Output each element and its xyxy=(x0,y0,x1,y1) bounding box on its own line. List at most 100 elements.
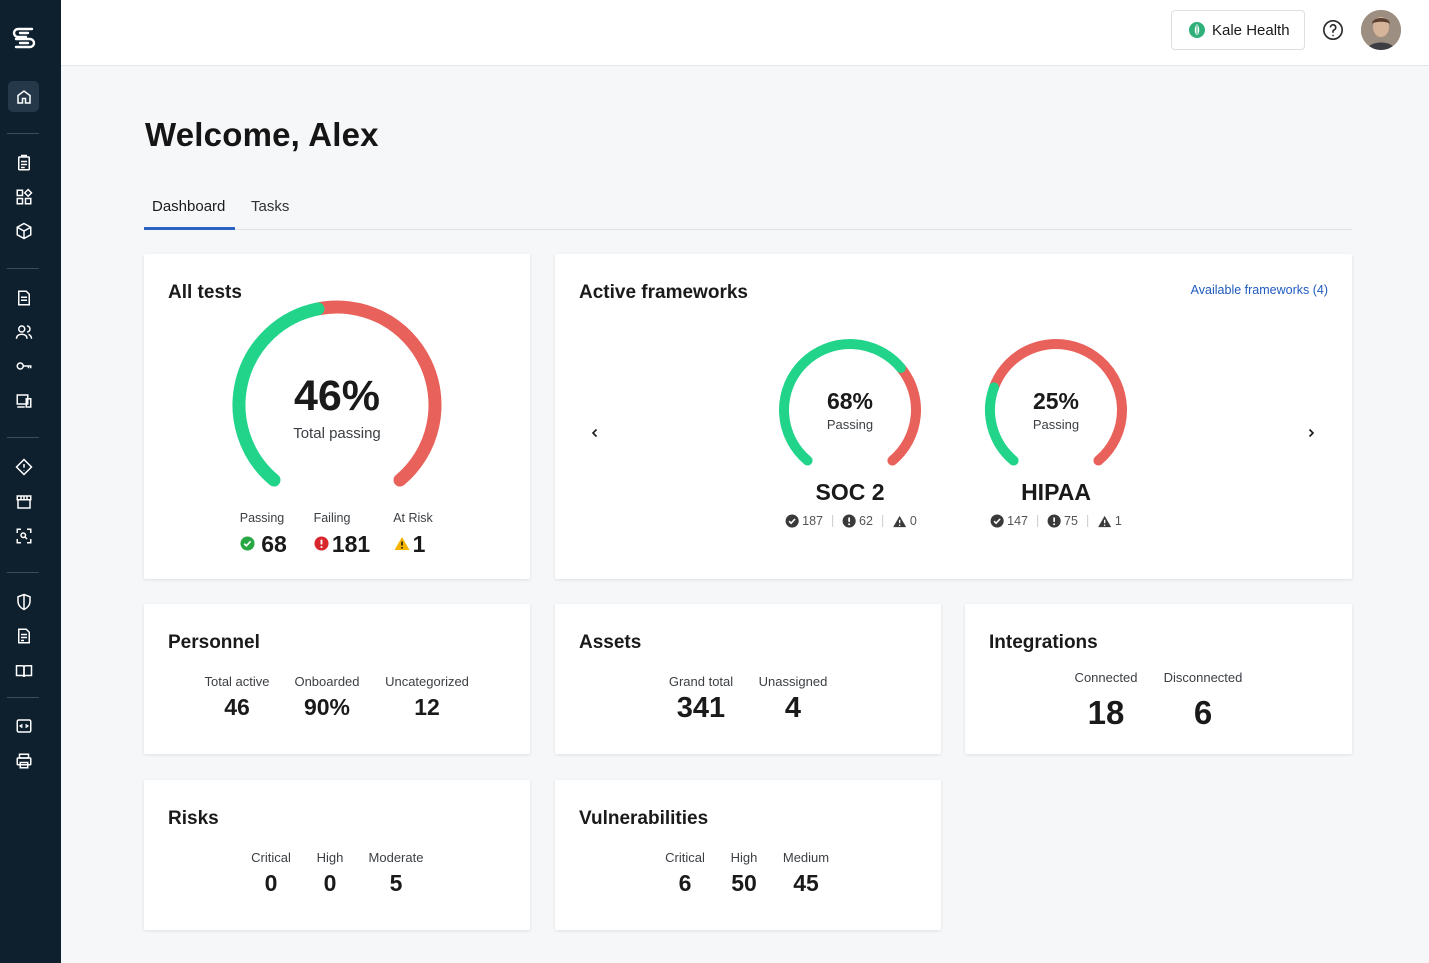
clipboard-icon xyxy=(17,154,30,170)
soc2-passing-arc xyxy=(779,339,906,466)
failing-count: 181 xyxy=(331,531,371,557)
nav-home[interactable] xyxy=(8,81,39,112)
warning-icon xyxy=(1097,515,1111,527)
home-icon xyxy=(16,89,31,104)
soc2-failing-arc xyxy=(887,362,921,466)
framework-name: SOC 2 xyxy=(815,479,885,505)
chevron-left-icon[interactable] xyxy=(588,426,602,440)
risk-count: 0 xyxy=(909,514,917,528)
framework-percent: 25% xyxy=(1032,388,1080,414)
printer-icon xyxy=(16,753,31,768)
cube-icon xyxy=(16,222,31,239)
framework-percent: 68% xyxy=(826,388,874,414)
stat-label: Critical xyxy=(665,850,705,865)
stat-label: Critical xyxy=(251,850,291,865)
document-icon xyxy=(17,290,30,305)
tab-bar: Dashboard Tasks xyxy=(144,188,1352,230)
assets-card[interactable]: Assets Grand total 341 Unassigned 4 xyxy=(555,604,941,754)
hipaa-passing-arc xyxy=(985,382,1019,466)
nav-documents[interactable] xyxy=(8,282,39,313)
available-frameworks-link[interactable]: Available frameworks (4) xyxy=(1190,283,1328,297)
framework-stats: 187 62 0 xyxy=(785,514,917,528)
passed-count: 147 xyxy=(1007,514,1028,528)
nav-vendors[interactable] xyxy=(8,486,39,517)
nav-developer[interactable] xyxy=(8,710,39,741)
stat-label: Disconnected xyxy=(1163,670,1243,685)
stat-value: 90% xyxy=(303,694,351,720)
nav-frameworks[interactable] xyxy=(8,451,39,482)
card-title: Active frameworks xyxy=(579,282,748,303)
nav-devices[interactable] xyxy=(8,385,39,416)
personnel-card[interactable]: Personnel Total active 46 Onboarded 90% … xyxy=(144,604,530,754)
nav-apps[interactable] xyxy=(8,181,39,212)
chevron-right-icon[interactable] xyxy=(1304,426,1318,440)
active-tab-indicator xyxy=(144,227,235,230)
stat-label: Onboarded xyxy=(294,674,360,689)
passing-label: Passing xyxy=(239,511,285,525)
check-circle-icon xyxy=(785,514,799,528)
integrations-card[interactable]: Integrations Connected 18 Disconnected 6 xyxy=(965,604,1352,754)
stat-value: 12 xyxy=(414,694,440,720)
hipaa-failing-arc xyxy=(988,339,1127,466)
code-icon xyxy=(16,718,31,733)
nav-reports[interactable] xyxy=(8,745,39,776)
all-tests-gauge xyxy=(232,300,442,487)
passed-count: 187 xyxy=(802,514,823,528)
diamond-icon xyxy=(14,457,33,476)
check-circle-icon xyxy=(240,536,255,551)
stat-label: Medium xyxy=(782,850,830,865)
scan-icon xyxy=(16,528,31,543)
card-title: Risks xyxy=(168,808,219,829)
all-tests-card: All tests 46% Total passing Passing Fail… xyxy=(144,254,530,579)
nav-access[interactable] xyxy=(8,350,39,381)
at-risk-label: At Risk xyxy=(393,511,433,525)
org-name: Kale Health xyxy=(1212,21,1290,39)
stat-value: 5 xyxy=(389,870,403,896)
tab-tasks[interactable]: Tasks xyxy=(251,198,290,215)
stat-value: 46 xyxy=(224,694,250,720)
card-title: All tests xyxy=(168,282,242,303)
devices-icon xyxy=(16,393,31,408)
sidebar xyxy=(0,0,61,963)
at-risk-count: 1 xyxy=(412,531,426,557)
key-icon xyxy=(16,361,31,370)
user-avatar[interactable] xyxy=(1361,10,1401,50)
framework-gauges xyxy=(779,339,1127,466)
stat-label: Total active xyxy=(204,674,270,689)
stat-value: 341 xyxy=(676,692,726,724)
stat-label: Grand total xyxy=(668,674,734,689)
nav-personnel[interactable] xyxy=(8,316,39,347)
store-icon xyxy=(16,494,31,509)
framework-caption: Passing xyxy=(1032,417,1080,432)
nav-assets[interactable] xyxy=(8,215,39,246)
nav-policies[interactable] xyxy=(8,620,39,651)
risks-card[interactable]: Risks Critical 0 High 0 Moderate 5 xyxy=(144,780,530,930)
card-title: Integrations xyxy=(989,632,1098,653)
all-tests-passing-arc xyxy=(232,302,325,487)
stat-label: High xyxy=(730,850,758,865)
nav-monitoring[interactable] xyxy=(8,520,39,551)
nav-controls[interactable] xyxy=(8,147,39,178)
stat-label: High xyxy=(316,850,344,865)
warning-icon xyxy=(892,515,906,527)
nav-library[interactable] xyxy=(8,655,39,686)
passing-count: 68 xyxy=(261,531,287,557)
check-circle-icon xyxy=(990,514,1004,528)
stat-label: Uncategorized xyxy=(385,674,469,689)
gauge-caption: Total passing xyxy=(293,425,381,442)
stat-value: 6 xyxy=(1193,694,1213,731)
framework-name: HIPAA xyxy=(1021,479,1091,505)
stat-value: 45 xyxy=(793,870,819,896)
stat-value: 4 xyxy=(784,692,802,724)
all-tests-failing-arc xyxy=(311,300,442,487)
vulnerabilities-card[interactable]: Vulnerabilities Critical 6 High 50 Mediu… xyxy=(555,780,941,930)
nav-security[interactable] xyxy=(8,586,39,617)
framework-caption: Passing xyxy=(826,417,874,432)
help-icon[interactable] xyxy=(1322,19,1344,41)
tab-dashboard[interactable]: Dashboard xyxy=(152,198,226,215)
stat-value: 50 xyxy=(731,870,757,896)
stat-value: 0 xyxy=(323,870,337,896)
org-switcher-button[interactable]: Kale Health xyxy=(1171,10,1305,50)
logo-icon[interactable] xyxy=(10,24,38,52)
risk-count: 1 xyxy=(1114,514,1122,528)
